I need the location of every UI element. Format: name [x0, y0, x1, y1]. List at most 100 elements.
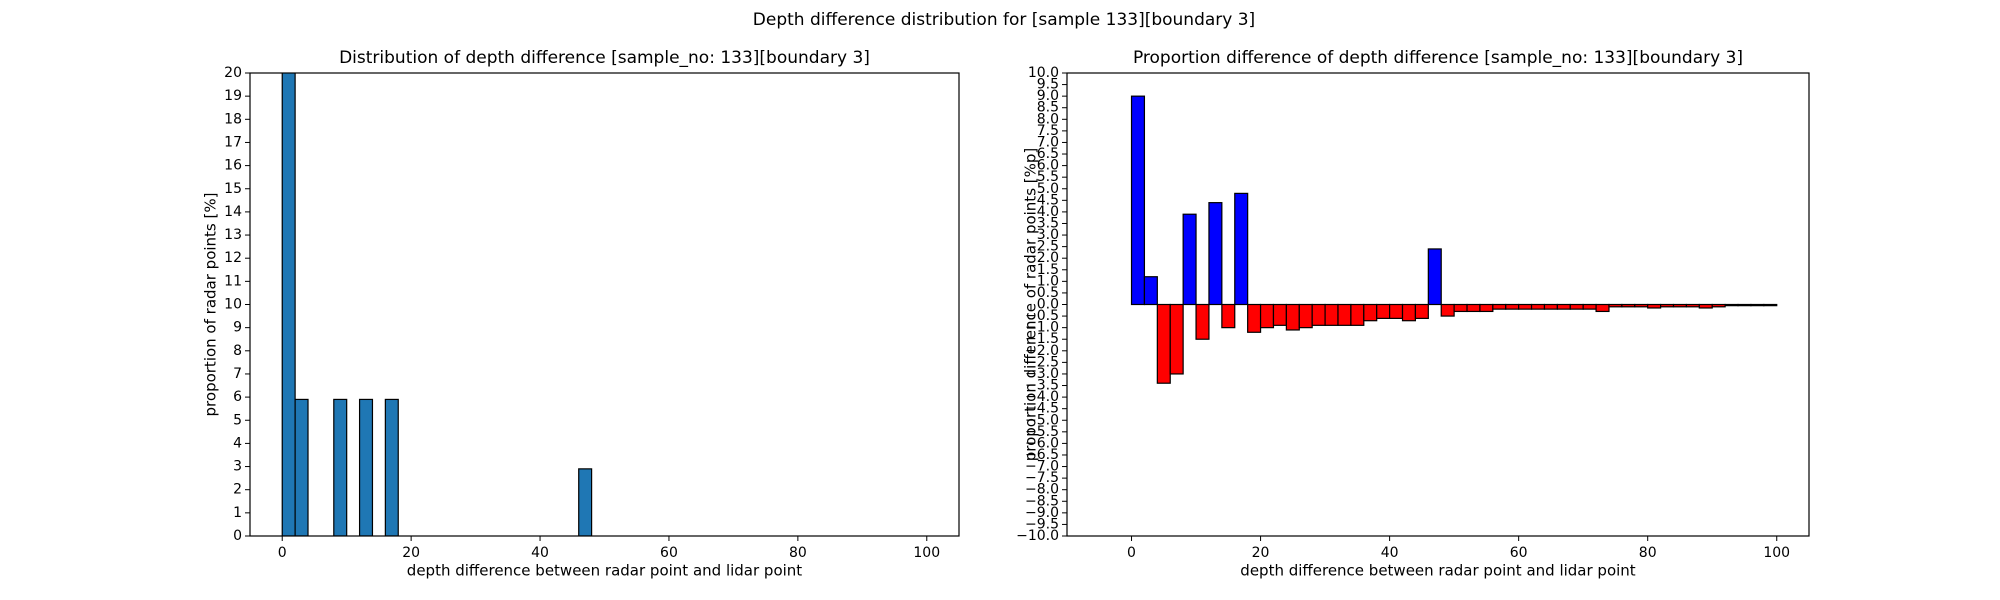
y-tick-label: −1.0 [1025, 320, 1059, 336]
y-tick-label: −9.5 [1025, 516, 1059, 532]
bar [1376, 303, 1391, 319]
y-tick-label: −0.5 [1025, 308, 1059, 324]
y-tick-label: 18 [224, 111, 242, 127]
bar [294, 398, 309, 536]
y-tick-label: −3.0 [1025, 366, 1059, 382]
y-tick-label: −8.5 [1025, 493, 1059, 509]
bar [1440, 303, 1455, 317]
x-tick-label: 60 [660, 545, 678, 561]
bar [1285, 303, 1300, 331]
bar [1350, 303, 1365, 326]
x-tick-label: 80 [1639, 545, 1657, 561]
y-tick-label: −7.5 [1025, 470, 1059, 486]
y-tick-label: −10.0 [1016, 528, 1059, 544]
y-tick-label: 11 [224, 273, 242, 289]
x-tick-label: 40 [531, 545, 549, 561]
y-tick-label: −2.5 [1025, 354, 1059, 370]
bar [333, 398, 348, 536]
bar [1724, 303, 1739, 307]
x-axis-label: depth difference between radar point and… [1240, 562, 1636, 580]
y-tick-label: 4.5 [1037, 192, 1059, 208]
y-tick-label: 4.0 [1037, 204, 1059, 220]
y-tick-label: 3.5 [1037, 215, 1059, 231]
y-tick-label: −8.0 [1025, 482, 1059, 498]
bar [1208, 202, 1223, 306]
plot-area [281, 73, 593, 536]
bar [1324, 303, 1339, 326]
bar [1518, 303, 1533, 310]
axes-title: Proportion difference of depth differenc… [1133, 48, 1743, 68]
y-tick-label: 4 [233, 435, 242, 451]
bar [1247, 303, 1262, 333]
x-tick-label: 60 [1510, 545, 1528, 561]
bar [1427, 248, 1442, 306]
y-tick-label: −2.0 [1025, 343, 1059, 359]
bar [1543, 303, 1558, 310]
bar [1492, 303, 1507, 310]
y-tick-label: 2.0 [1037, 250, 1059, 266]
bar [1337, 303, 1352, 326]
bar [578, 468, 593, 536]
y-tick-label: 3 [233, 459, 242, 475]
y-tick-label: 8 [233, 343, 242, 359]
y-tick-label: 5 [233, 412, 242, 428]
bar [1595, 303, 1610, 313]
y-tick-label: 14 [224, 204, 242, 220]
y-tick-label: 19 [224, 88, 242, 104]
y-tick-label: 5.5 [1037, 169, 1059, 185]
x-tick-label: 100 [1763, 545, 1790, 561]
y-tick-label: −5.5 [1025, 424, 1059, 440]
y-tick-label: 12 [224, 250, 242, 266]
y-tick-label: 15 [224, 181, 242, 197]
bar [1685, 303, 1700, 308]
y-tick-label: −1.5 [1025, 331, 1059, 347]
bar [1130, 95, 1146, 306]
y-tick-label: 9.5 [1037, 77, 1059, 93]
bar [1311, 303, 1326, 326]
y-tick-label: 6 [233, 389, 242, 405]
y-tick-label: 9 [233, 320, 242, 336]
x-tick-label: 0 [1127, 545, 1136, 561]
x-tick-label: 20 [1252, 545, 1270, 561]
y-axis-label: proportion difference of radar points [%… [1022, 148, 1040, 462]
y-tick-label: 1 [233, 505, 242, 521]
y-tick-label: 10.0 [1028, 65, 1059, 81]
y-tick-label: −4.0 [1025, 389, 1059, 405]
bar [1389, 303, 1404, 319]
bar [1479, 303, 1494, 313]
bar [1221, 303, 1236, 329]
y-tick-label: 9.0 [1037, 88, 1059, 104]
bar [1634, 303, 1649, 308]
y-tick-label: 1.0 [1037, 273, 1059, 289]
bar [1647, 303, 1662, 309]
y-tick-label: 17 [224, 134, 242, 150]
y-tick-label: 10 [224, 297, 242, 313]
x-tick-label: 80 [789, 545, 807, 561]
bar [1737, 303, 1752, 307]
bar [1698, 303, 1713, 309]
y-tick-label: 3.0 [1037, 227, 1059, 243]
figure-title: Depth difference distribution for [sampl… [753, 10, 1255, 30]
x-tick-label: 40 [1381, 545, 1399, 561]
y-axis-label: proportion of radar points [%] [202, 193, 220, 417]
plot-area [1130, 95, 1778, 384]
axes-title: Distribution of depth difference [sample… [339, 48, 870, 68]
bar [1763, 303, 1778, 307]
bar [1750, 303, 1765, 307]
bar [1143, 276, 1158, 306]
y-tick-label: 2 [233, 482, 242, 498]
bar [1414, 303, 1429, 319]
bar [1556, 303, 1571, 310]
bar [1401, 303, 1417, 322]
bar [1259, 303, 1275, 329]
bar [281, 73, 296, 536]
bar [1505, 303, 1520, 310]
y-tick-label: −3.5 [1025, 378, 1059, 394]
y-tick-label: 7 [233, 366, 242, 382]
bar [384, 398, 399, 536]
y-tick-label: 8.5 [1037, 100, 1059, 116]
bar [1272, 303, 1287, 326]
y-tick-label: −6.5 [1025, 447, 1059, 463]
